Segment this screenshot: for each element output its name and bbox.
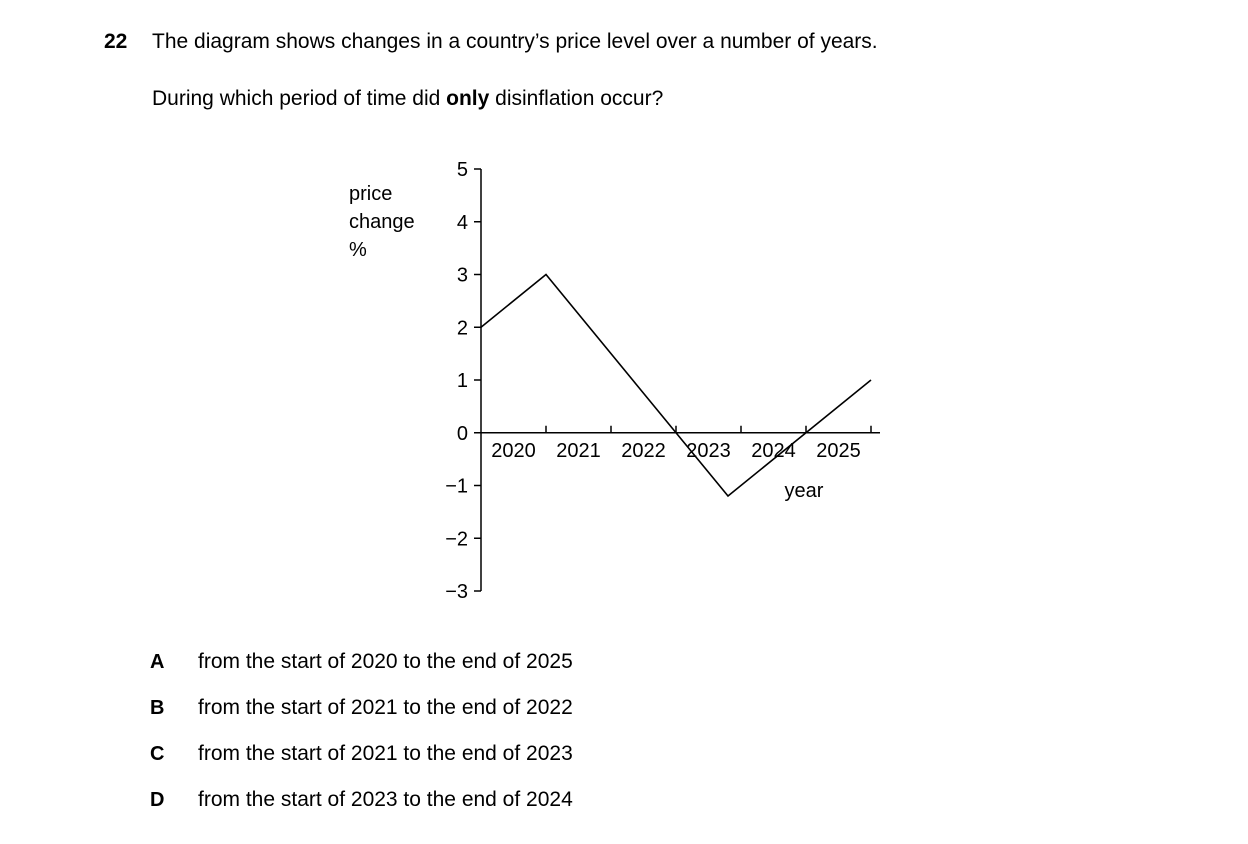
x-tick-label: 2024 <box>751 440 796 462</box>
price-change-line <box>480 273 872 498</box>
option-d-letter: D <box>150 789 165 811</box>
y-axis-label: change <box>349 211 415 233</box>
question-text: The diagram shows changes in a country’s… <box>152 30 878 53</box>
y-tick-label: 1 <box>457 370 468 392</box>
option-a-letter: A <box>150 651 165 673</box>
y-tick-label: 3 <box>457 265 468 287</box>
y-tick-label: −1 <box>445 476 468 498</box>
x-tick-label: 2020 <box>491 440 536 462</box>
option-a-text[interactable]: from the start of 2020 to the end of 202… <box>198 650 573 673</box>
question-subtext-suffix: disinflation occur? <box>489 87 664 110</box>
option-b-text[interactable]: from the start of 2021 to the end of 202… <box>198 696 573 719</box>
y-tick-label: 0 <box>457 423 468 445</box>
y-axis-label: price <box>349 183 392 205</box>
question-number: 22 <box>104 30 128 53</box>
y-axis-label: % <box>349 239 367 261</box>
y-tick-label: 5 <box>457 159 468 181</box>
x-tick-label: 2021 <box>556 440 601 462</box>
option-d-text[interactable]: from the start of 2023 to the end of 202… <box>198 788 573 811</box>
option-b-letter: B <box>150 697 165 719</box>
x-axis-label: year <box>785 480 824 502</box>
y-tick-label: 2 <box>457 317 468 339</box>
option-c-letter: C <box>150 743 165 765</box>
option-c-text[interactable]: from the start of 2021 to the end of 202… <box>198 742 573 765</box>
y-tick-label: −3 <box>445 581 468 603</box>
x-tick-label: 2025 <box>816 440 861 462</box>
question-subtext: During which period of time did only dis… <box>152 87 663 111</box>
y-tick-label: −2 <box>445 528 468 550</box>
x-tick-label: 2022 <box>621 440 666 462</box>
x-tick-label: 2023 <box>686 440 731 462</box>
y-tick-label: 4 <box>457 212 468 234</box>
question-subtext-prefix: During which period of time did <box>152 87 447 110</box>
question-subtext-bold: only <box>446 87 490 110</box>
